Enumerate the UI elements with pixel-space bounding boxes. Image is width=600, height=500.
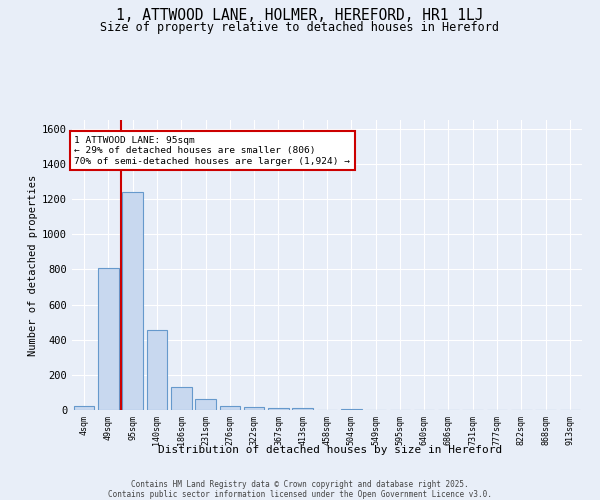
Bar: [292, 408, 313, 410]
Text: 1, ATTWOOD LANE, HOLMER, HEREFORD, HR1 1LJ: 1, ATTWOOD LANE, HOLMER, HEREFORD, HR1 1…: [116, 8, 484, 22]
Text: Contains HM Land Registry data © Crown copyright and database right 2025.
Contai: Contains HM Land Registry data © Crown c…: [108, 480, 492, 499]
Bar: [244, 408, 265, 410]
Bar: [268, 408, 289, 410]
Bar: [341, 408, 362, 410]
Bar: [122, 192, 143, 410]
Text: Distribution of detached houses by size in Hereford: Distribution of detached houses by size …: [158, 445, 502, 455]
Bar: [98, 268, 119, 410]
Bar: [220, 406, 240, 410]
Bar: [195, 399, 216, 410]
Bar: [74, 406, 94, 410]
Bar: [171, 387, 191, 410]
Bar: [146, 330, 167, 410]
Text: Size of property relative to detached houses in Hereford: Size of property relative to detached ho…: [101, 22, 499, 35]
Y-axis label: Number of detached properties: Number of detached properties: [28, 174, 38, 356]
Text: 1 ATTWOOD LANE: 95sqm
← 29% of detached houses are smaller (806)
70% of semi-det: 1 ATTWOOD LANE: 95sqm ← 29% of detached …: [74, 136, 350, 166]
